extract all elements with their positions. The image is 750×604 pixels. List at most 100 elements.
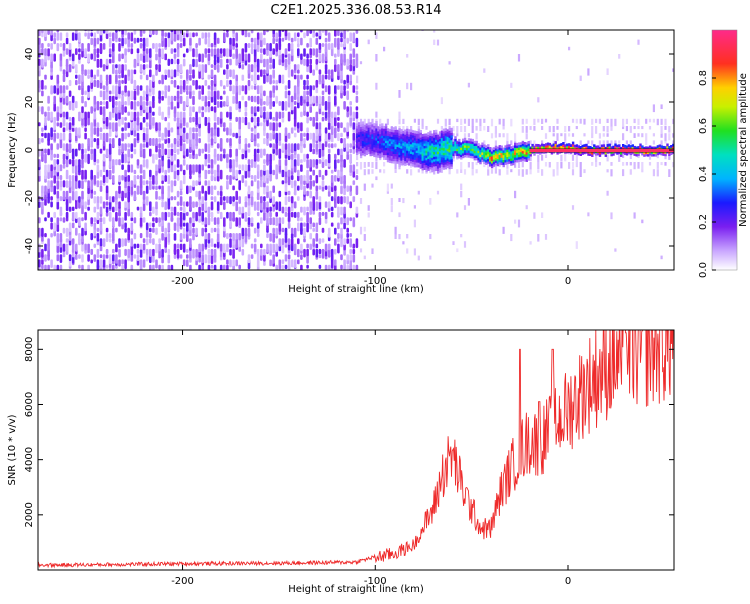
heatmap-cell [369,136,372,140]
heatmap-cell [573,152,577,155]
heatmap-cell [388,155,392,159]
heatmap-cell [256,169,260,180]
heatmap-cell [467,145,471,149]
heatmap-cell [108,122,112,130]
heatmap-cell [610,162,613,166]
heatmap-cell [436,141,440,145]
heatmap-cell [390,146,394,149]
heatmap-cell [182,32,186,38]
heatmap-cell [375,154,378,162]
heatmap-cell [297,43,300,48]
heatmap-cell [510,163,513,166]
heatmap-cell [149,180,152,191]
heatmap-cell [112,111,115,118]
heatmap-cell [142,69,146,76]
heatmap-cell [306,74,309,80]
heatmap-cell [284,127,288,136]
heatmap-cell [213,48,217,56]
heatmap-cell [373,125,376,129]
heatmap-cell [417,143,421,146]
heatmap-cell [145,132,149,143]
heatmap-cell [278,164,282,173]
heatmap-cell [75,164,78,173]
heatmap-cell [290,69,294,77]
heatmap-cell [456,126,459,133]
heatmap-cell [485,147,488,151]
heatmap-cell [343,243,346,251]
heatmap-cell [244,53,248,61]
heatmap-cell [406,152,409,156]
heatmap-cell [256,43,260,53]
heatmap-cell [186,69,189,79]
heatmap-cell [108,233,112,239]
heatmap-cell [672,162,674,168]
heatmap-cell [182,243,186,253]
heatmap-cell [346,143,349,152]
heatmap-cell [487,151,490,155]
heatmap-cell [398,142,401,146]
heatmap-cell [496,158,500,162]
heatmap-cell [136,37,140,43]
heatmap-cell [173,116,177,122]
heatmap-cell [411,163,415,167]
heatmap-cell [433,142,436,145]
heatmap-cell [293,159,297,167]
heatmap-cell [340,53,343,64]
heatmap-cell [375,32,378,39]
heatmap-cell [170,69,174,77]
heatmap-cell [186,164,189,171]
heatmap-cell [483,146,486,150]
heatmap-cell [204,79,208,86]
heatmap-cell [287,243,291,251]
heatmap-cell [167,196,171,206]
heatmap-cell [656,118,659,126]
heatmap-cell [365,135,368,139]
heatmap-cell [544,162,548,167]
heatmap-cell [287,254,291,260]
heatmap-cell [204,48,208,55]
heatmap-cell [542,144,546,147]
heatmap-cell [658,144,661,148]
heatmap-cell [284,148,288,156]
heatmap-cell [330,248,334,256]
heatmap-cell [622,146,625,150]
heatmap-cell [44,164,47,173]
heatmap-cell [99,101,103,106]
heatmap-cell [44,148,47,154]
heatmap-cell [398,234,401,240]
heatmap-cell [419,137,422,140]
heatmap-cell [359,153,363,156]
heatmap-cell [633,145,636,149]
heatmap-cell [521,150,525,154]
heatmap-cell [186,248,189,253]
heatmap-cell [473,150,476,154]
heatmap-cell [293,106,297,115]
heatmap-cell [247,185,251,195]
heatmap-cell [375,142,378,146]
heatmap-cell [367,118,370,125]
heatmap-cell [269,164,272,175]
heatmap-cell [446,129,449,133]
heatmap-cell [87,69,90,75]
heatmap-cell [167,138,171,144]
heatmap-cell [494,152,498,156]
heatmap-cell [564,154,567,162]
heatmap-cell [473,157,476,161]
heatmap-cell [556,147,559,150]
heatmap-cell [448,154,451,158]
heatmap-cell [525,118,528,124]
heatmap-cell [281,53,285,63]
heatmap-cell [167,148,171,158]
heatmap-cell [167,106,171,116]
x-tick-label: -100 [364,276,387,287]
heatmap-cell [384,154,388,158]
heatmap-cell [398,90,401,98]
heatmap-cell [363,255,366,260]
heatmap-cell [381,135,384,139]
heatmap-cell [386,142,390,146]
heatmap-cell [96,180,100,188]
heatmap-cell [456,118,459,123]
heatmap-cell [352,196,356,203]
heatmap-cell [78,58,81,64]
heatmap-cell [672,68,674,72]
